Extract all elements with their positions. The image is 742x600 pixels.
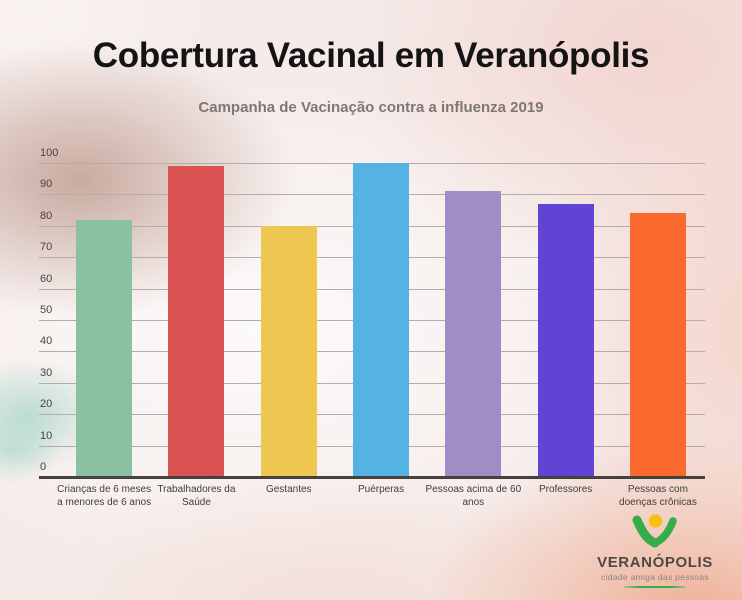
x-axis-category-label: Pessoas acima de 60 anos [425, 484, 522, 508]
y-axis-tick-label: 90 [40, 178, 53, 191]
logo-city-name: VERANÓPOLIS [597, 554, 713, 571]
y-axis-tick-label: 20 [40, 398, 53, 411]
y-axis-tick-label: 100 [40, 147, 59, 159]
y-axis-tick-label: 80 [40, 209, 53, 222]
bar-6 [629, 213, 686, 477]
bar-3 [353, 163, 410, 477]
logo-underline [624, 586, 686, 588]
bar-2 [260, 225, 317, 477]
page-title: Cobertura Vacinal em Veranópolis [92, 36, 650, 75]
sun-dot-icon [648, 514, 663, 528]
city-logo: VERANÓPOLIS cidade amiga das pessoas [590, 513, 720, 588]
y-axis-tick-label: 60 [40, 272, 53, 285]
y-axis-tick-label: 30 [40, 366, 53, 379]
x-axis-category-label: Trabalhadores da Saúde [157, 484, 236, 508]
x-axis-category-label: Gestantes [265, 484, 312, 495]
x-axis-category-label: Puérperas [357, 484, 405, 495]
x-axis-category-label: Professores [538, 484, 593, 495]
bar-chart: 0 10 20 30 40 50 60 70 80 90 100 Crianças de 6 mese… [39, 147, 705, 508]
bar-4 [445, 191, 502, 477]
y-axis-tick-label: 70 [40, 241, 53, 254]
logo-tagline: cidade amiga das pessoas [601, 572, 709, 582]
y-axis-tick-label: 0 [40, 461, 47, 473]
y-axis-tick-label: 10 [40, 429, 53, 442]
page-subtitle: Campanha de Vacinação contra a influenza… [198, 99, 544, 116]
x-axis-category-label: Pessoas com doenças crônicas [619, 484, 697, 508]
y-axis-tick-label: 50 [40, 304, 53, 316]
bar-0 [76, 219, 133, 477]
x-axis-category-label: Crianças de 6 meses a menores de 6 anos [57, 484, 152, 508]
y-axis-tick-label: 40 [40, 335, 53, 348]
bar-5 [537, 203, 594, 477]
bar-1 [168, 166, 225, 477]
veranopolis-v-mark-icon [632, 514, 677, 548]
x-axis-line [39, 476, 705, 479]
